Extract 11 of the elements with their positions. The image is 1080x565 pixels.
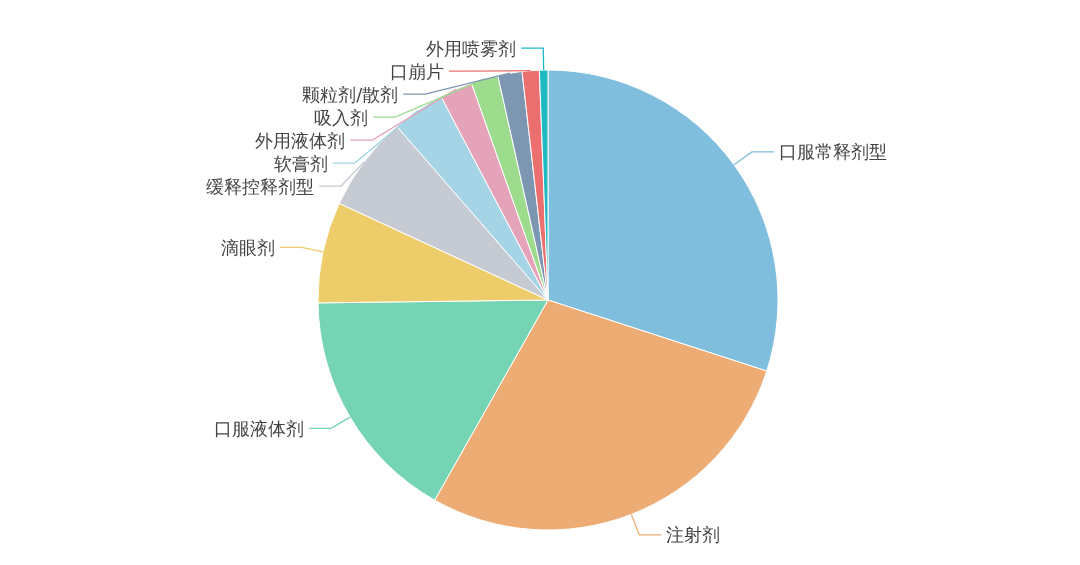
slice-label: 口服常释剂型 [778, 141, 887, 163]
slice-label: 滴眼剂 [220, 236, 275, 258]
slice-label: 软膏剂 [273, 152, 328, 174]
slice-label: 注射剂 [666, 524, 721, 546]
slice-label: 口服液体剂 [214, 417, 305, 439]
slice-label: 颗粒剂/散剂 [302, 83, 399, 105]
slice-label: 口崩片 [389, 60, 444, 82]
slice-label: 外用液体剂 [255, 129, 346, 151]
slice-label: 外用喷雾剂 [426, 37, 517, 59]
slice-label: 吸入剂 [314, 106, 369, 128]
slice-label: 缓释控释剂型 [206, 175, 315, 197]
